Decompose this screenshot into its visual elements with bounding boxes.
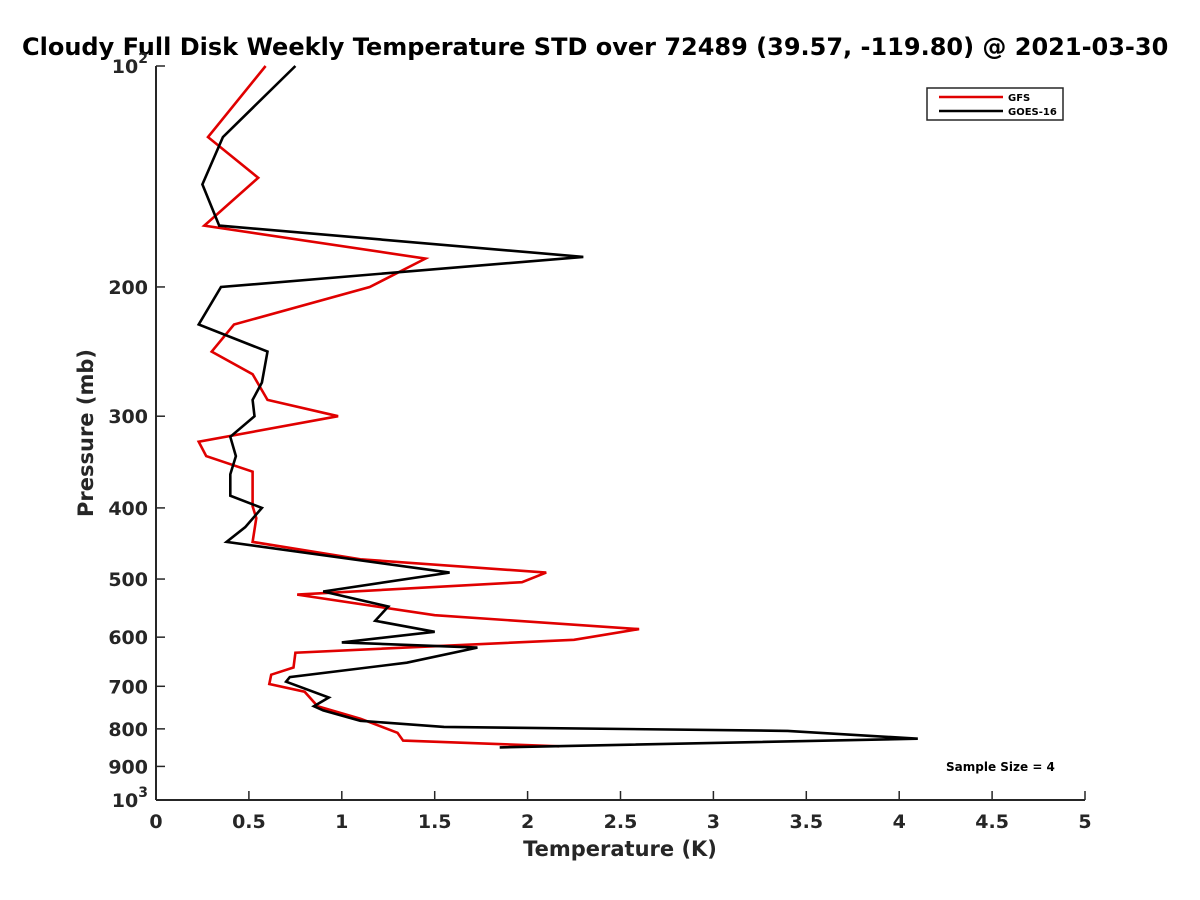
- y-tick-label: 800: [108, 719, 148, 741]
- y-tick-label: 200: [108, 277, 148, 299]
- x-tick-label: 4: [893, 811, 906, 833]
- y-ticks: 102 200 300 400 500 600 700 800 900 103: [108, 51, 165, 812]
- y-axis-label: Pressure (mb): [74, 349, 98, 517]
- legend-label-gfs: GFS: [1008, 93, 1030, 104]
- x-tick-label: 2: [521, 811, 534, 833]
- x-tick-label: 4.5: [975, 811, 1009, 833]
- series-line-goes16: [196, 65, 918, 749]
- series-line-gfs: [196, 65, 640, 748]
- y-tick-label: 500: [108, 569, 148, 591]
- x-tick-label: 1.5: [418, 811, 452, 833]
- y-tick-label: 900: [108, 756, 148, 778]
- x-tick-label: 5: [1078, 811, 1091, 833]
- sample-size-annotation: Sample Size = 4: [946, 760, 1055, 774]
- x-tick-label: 3.5: [789, 811, 823, 833]
- y-tick-label: 102: [112, 51, 148, 78]
- y-tick-label: 700: [108, 676, 148, 698]
- x-tick-label: 0: [149, 811, 162, 833]
- x-ticks: 0 0.5 1 1.5 2 2.5 3 3.5 4 4.5 5: [149, 791, 1092, 833]
- x-tick-label: 2.5: [604, 811, 638, 833]
- y-tick-label: 400: [108, 498, 148, 520]
- y-tick-label: 103: [112, 785, 148, 812]
- series-layer: [196, 65, 918, 749]
- x-tick-label: 1: [335, 811, 348, 833]
- legend-box: [926, 87, 1064, 121]
- y-tick-label: 300: [108, 406, 148, 428]
- x-tick-label: 0.5: [232, 811, 266, 833]
- legend-label-goes16: GOES-16: [1008, 107, 1057, 118]
- legend: GFS GOES-16: [926, 87, 1064, 121]
- x-tick-label: 3: [707, 811, 720, 833]
- y-tick-label: 600: [108, 627, 148, 649]
- x-axis-label: Temperature (K): [523, 837, 717, 861]
- chart-title: Cloudy Full Disk Weekly Temperature STD …: [22, 33, 1168, 61]
